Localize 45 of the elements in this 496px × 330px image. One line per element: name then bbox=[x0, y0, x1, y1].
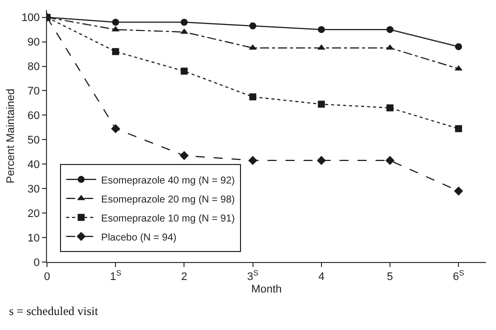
y-axis-title: Percent Maintained bbox=[5, 88, 18, 184]
point bbox=[316, 156, 326, 166]
y-tick-label: 70 bbox=[28, 86, 40, 98]
legend-label: Esomeprazole 10 mg (N = 91) bbox=[101, 213, 235, 224]
x-tick-label: 6$^{S}$ bbox=[452, 268, 464, 284]
point bbox=[318, 26, 325, 34]
y-tick-label: 10 bbox=[28, 232, 40, 244]
y-tick-label: 20 bbox=[28, 208, 40, 220]
x-tick-label: 5 bbox=[386, 271, 394, 284]
point bbox=[386, 26, 394, 34]
legend-label: Esomeprazole 40 mg (N = 92) bbox=[101, 175, 235, 186]
y-tick-label: 100 bbox=[21, 12, 40, 24]
y-tick-label: 80 bbox=[28, 61, 40, 74]
legend-label: Esomeprazole 20 mg (N = 98) bbox=[101, 194, 235, 206]
y-tick-label: 0 bbox=[34, 256, 40, 269]
point bbox=[318, 100, 325, 108]
x-tick-label: 1$^{S}$ bbox=[110, 268, 122, 284]
y-tick-label: 60 bbox=[28, 110, 40, 122]
point bbox=[317, 44, 326, 50]
x-tick-label: 4 bbox=[318, 271, 324, 284]
y-tick-label: 40 bbox=[28, 158, 40, 171]
point bbox=[455, 125, 462, 132]
point bbox=[248, 44, 257, 50]
y-tick-label: 30 bbox=[28, 183, 40, 196]
point bbox=[386, 104, 394, 112]
point bbox=[249, 22, 256, 30]
point bbox=[180, 68, 188, 75]
y-tick-label: 50 bbox=[28, 134, 40, 147]
x-tick-label: 0 bbox=[44, 271, 50, 284]
point bbox=[455, 43, 462, 50]
point bbox=[180, 18, 188, 26]
x-tick-label: 2 bbox=[181, 271, 188, 284]
point bbox=[454, 186, 464, 196]
legend-label: Placebo (N = 94) bbox=[101, 232, 176, 244]
point bbox=[248, 156, 258, 166]
point bbox=[111, 124, 120, 134]
point bbox=[180, 151, 189, 160]
point bbox=[112, 48, 120, 56]
text: s = scheduled visit bbox=[9, 304, 99, 318]
x-tick-label: 3$^{S}$ bbox=[247, 268, 258, 284]
y-tick-label: 90 bbox=[28, 36, 40, 49]
point bbox=[249, 93, 256, 100]
point bbox=[112, 18, 120, 26]
point bbox=[385, 156, 395, 166]
x-axis-title: Month bbox=[251, 283, 282, 296]
